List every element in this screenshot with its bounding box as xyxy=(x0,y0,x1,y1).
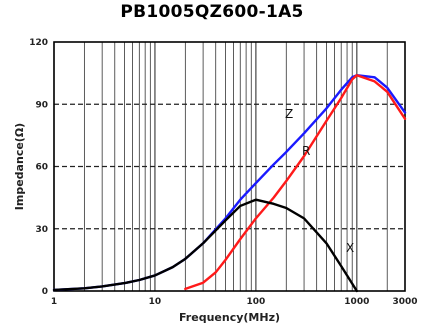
x-tick-label: 1000 xyxy=(344,297,369,307)
chart-title: PB1005QZ600-1A5 xyxy=(120,2,304,22)
series-label-r: R xyxy=(302,144,310,158)
series-line-r xyxy=(184,74,407,291)
y-tick-label: 30 xyxy=(35,225,48,235)
series-line-x xyxy=(52,198,359,293)
x-axis-title: Frequency(MHz) xyxy=(179,311,280,324)
series-label-z: Z xyxy=(285,107,293,121)
y-tick-label: 90 xyxy=(35,100,48,110)
series-label-x: X xyxy=(346,241,354,255)
x-tick-label: 10 xyxy=(149,297,162,307)
x-tick-label: 3000 xyxy=(392,297,417,307)
y-tick-label: 0 xyxy=(42,287,48,297)
y-tick-label: 60 xyxy=(35,163,48,173)
x-tick-label: 1 xyxy=(51,297,57,307)
y-axis-title: Impedance(Ω) xyxy=(13,123,26,210)
y-tick-label: 120 xyxy=(29,38,48,48)
x-tick-label: 100 xyxy=(246,297,265,307)
plot-frame xyxy=(53,41,406,292)
